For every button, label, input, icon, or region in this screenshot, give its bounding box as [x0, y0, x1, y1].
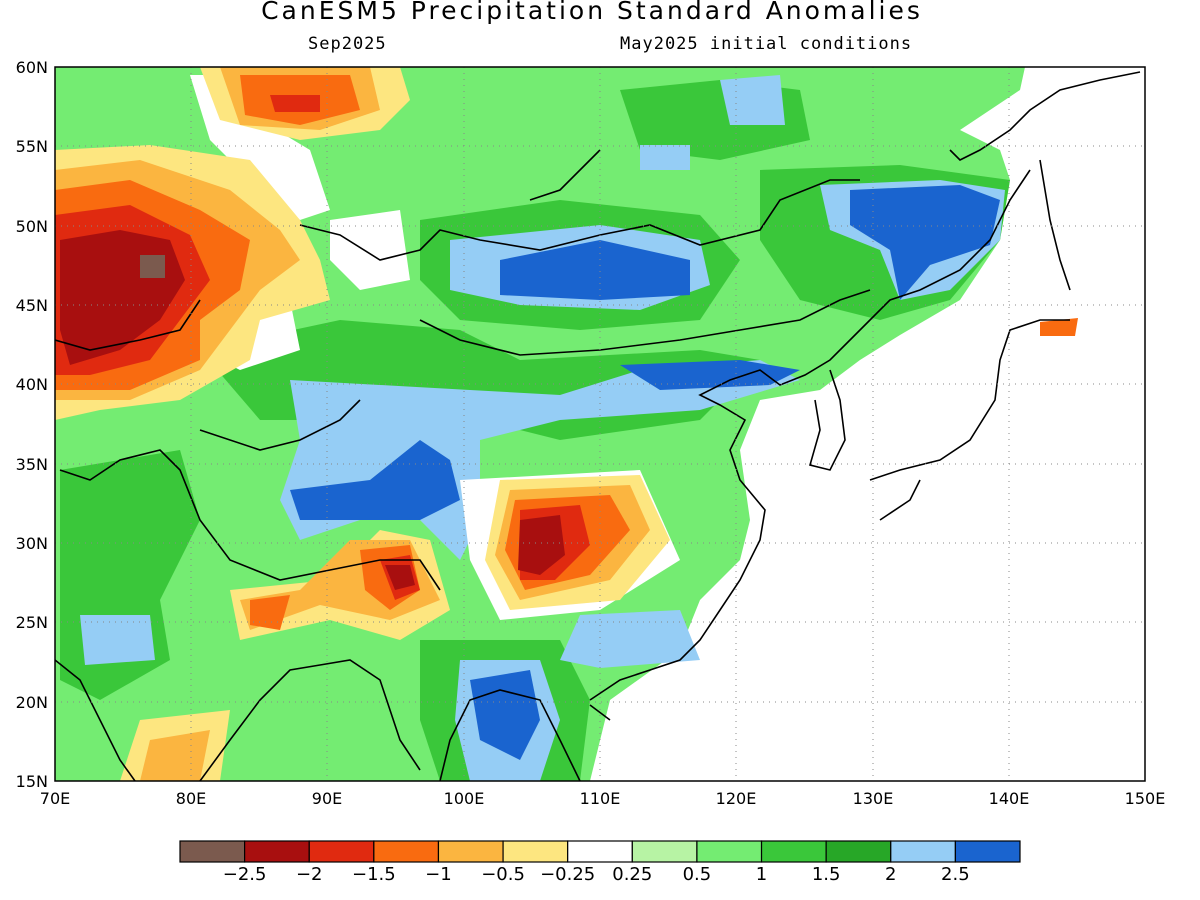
colorbar-swatch [308, 840, 375, 863]
colorbar-tick-label: 1 [755, 864, 768, 885]
negative-anomaly-region [270, 95, 320, 112]
colorbar-swatch [890, 840, 956, 863]
lat-label-60n: 60N [15, 58, 48, 77]
colorbar-tick-label: −1.5 [351, 864, 396, 885]
colorbar-swatch [244, 840, 310, 863]
colorbar-swatch [631, 840, 698, 863]
colorbar-tick-label: −0.5 [481, 864, 525, 885]
lon-label-150e: 150E [1124, 789, 1166, 808]
positive-anomaly-region [500, 240, 690, 300]
colorbar-tick-label: 2 [885, 864, 897, 885]
lon-label-130e: 130E [852, 789, 894, 808]
lon-label-110e: 110E [579, 789, 621, 808]
neutral-region [330, 210, 410, 290]
colorbar-tick-label: −2 [295, 864, 323, 885]
negative-anomaly-region [140, 730, 210, 781]
colorbar-tick-label: −0.25 [540, 864, 596, 885]
colorbar-swatch [179, 840, 246, 863]
lat-label-55n: 55N [15, 137, 48, 156]
lon-label-100e: 100E [443, 789, 485, 808]
colorbar-swatch [760, 840, 827, 863]
positive-anomaly-region [290, 440, 460, 520]
coastlines [55, 71, 1141, 781]
colorbar-swatch [567, 840, 633, 863]
lat-label-15n: 15N [15, 772, 48, 791]
colorbar-tick-label: 0.25 [612, 864, 653, 885]
positive-anomaly-region [80, 615, 155, 665]
negative-anomaly-region [250, 595, 290, 630]
lon-label-90e: 90E [311, 789, 343, 808]
positive-anomaly-region [470, 670, 540, 760]
colorbar-swatch [696, 840, 763, 863]
colorbar-swatch [825, 840, 892, 863]
lat-label-50n: 50N [15, 217, 48, 236]
positive-anomaly-region [620, 360, 800, 390]
colorbar-tick-label: 0.5 [682, 864, 712, 885]
lon-label-140e: 140E [988, 789, 1030, 808]
colorbar-swatch [373, 840, 440, 863]
colorbar-tick-label: 2.5 [941, 864, 970, 885]
colorbar-swatch [502, 840, 569, 863]
anomaly-field [55, 67, 1145, 781]
map-frame [54, 66, 1146, 782]
lon-label-70e: 70E [39, 789, 71, 808]
positive-anomaly-region [850, 185, 1000, 300]
lon-label-80e: 80E [175, 789, 207, 808]
negative-anomaly-region [140, 255, 165, 278]
colorbar-tick-label: −2.5 [222, 864, 267, 885]
lon-label-120e: 120E [715, 789, 757, 808]
forecast-month: Sep2025 [308, 34, 387, 54]
positive-anomaly-region [720, 75, 785, 125]
initial-conditions-label: May2025 initial conditions [620, 34, 913, 54]
colorbar-tick-label: 1.5 [811, 864, 841, 885]
colorbar-swatch [437, 840, 504, 863]
negative-anomaly-region [1040, 318, 1078, 336]
positive-anomaly-region [560, 610, 700, 668]
lat-label-40n: 40N [15, 375, 48, 394]
negative-anomaly-region [518, 515, 565, 575]
colorbar-swatch [954, 840, 1021, 863]
colorbar [179, 840, 1021, 863]
lat-label-30n: 30N [15, 534, 48, 553]
lat-label-45n: 45N [15, 296, 48, 315]
positive-anomaly-region [640, 145, 690, 170]
gridlines [55, 67, 1145, 781]
lat-label-25n: 25N [15, 613, 48, 632]
negative-anomaly-region [385, 565, 415, 590]
lat-label-35n: 35N [15, 455, 48, 474]
colorbar-tick-label: −1 [425, 864, 452, 885]
map-title: CanESM5 Precipitation Standard Anomalies [261, 0, 923, 25]
lat-label-20n: 20N [15, 693, 48, 712]
